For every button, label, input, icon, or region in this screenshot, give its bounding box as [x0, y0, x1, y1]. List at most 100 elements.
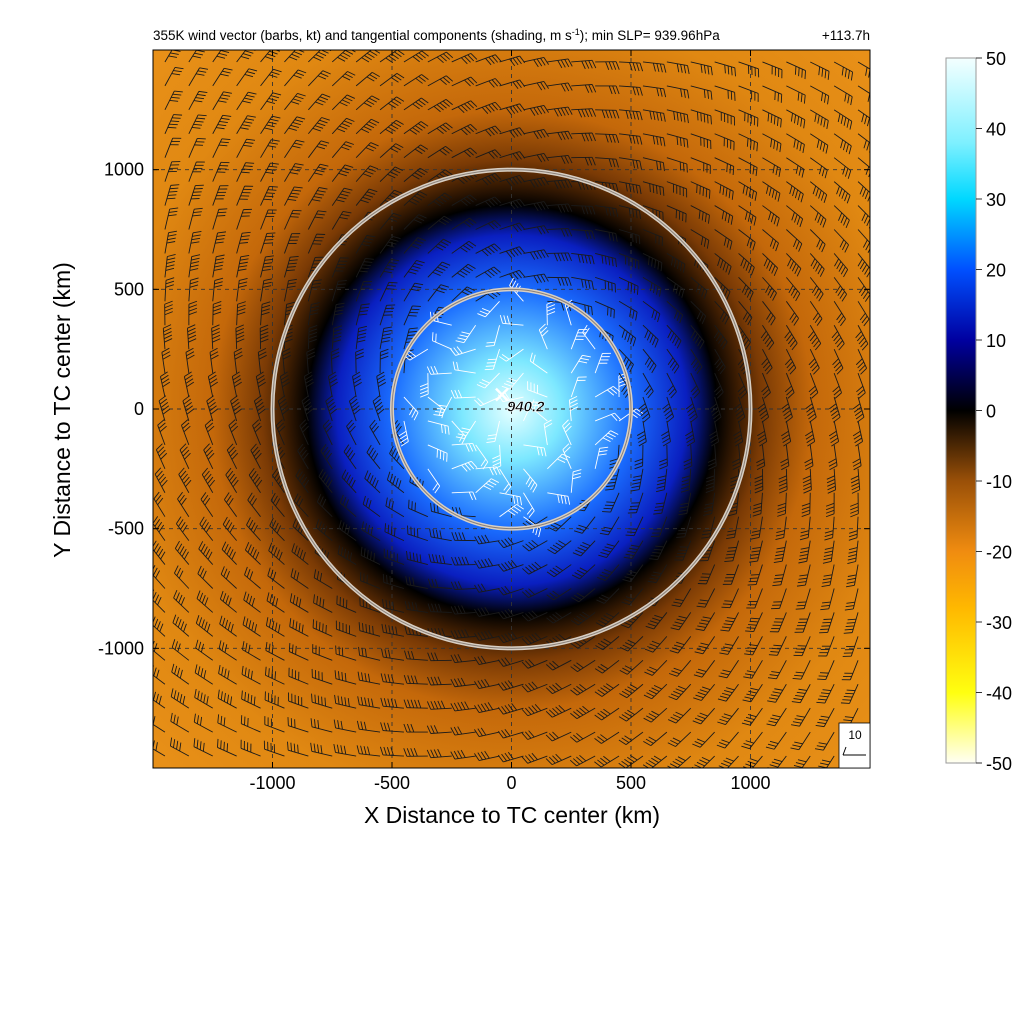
barb-feather — [533, 131, 539, 140]
barb-feather — [191, 127, 201, 129]
barb-feather — [203, 522, 209, 530]
barb-feather — [268, 121, 277, 125]
barb-feather — [534, 632, 542, 640]
barb-feather — [522, 545, 530, 552]
wind-barb — [455, 324, 477, 344]
barb-feather — [292, 122, 302, 126]
barb-feather — [560, 252, 565, 262]
barb-feather — [260, 335, 269, 340]
barb-feather — [207, 398, 215, 405]
wind-barb — [212, 114, 232, 134]
wind-barb — [521, 752, 548, 764]
barb-feather — [270, 569, 274, 579]
wind-barb — [523, 81, 549, 91]
barb-feather — [216, 254, 225, 258]
barb-feather — [430, 652, 435, 661]
wind-barb — [240, 715, 261, 733]
barb-feather — [477, 608, 483, 616]
barb-feather — [268, 542, 273, 551]
barb-feather — [150, 714, 152, 722]
wind-barb — [291, 543, 309, 565]
barb-feather — [494, 196, 502, 204]
title-after: ); min SLP= 939.96hPa — [580, 28, 720, 43]
wind-barb — [379, 281, 398, 302]
barb-feather — [318, 187, 328, 190]
wind-barb — [243, 591, 261, 613]
wind-barb — [376, 371, 387, 398]
wind-barb — [307, 210, 327, 230]
barb-feather — [236, 311, 246, 316]
barb-feather — [287, 266, 296, 268]
wind-barb — [475, 243, 501, 257]
chart-title: 355K wind vector (barbs, kt) and tangent… — [153, 27, 720, 43]
barb-feather — [251, 622, 255, 631]
barb-feather — [477, 584, 483, 592]
barb-shaft — [153, 649, 166, 661]
barb-feather — [441, 628, 446, 637]
barb-feather — [190, 277, 199, 281]
barb-feather — [229, 422, 237, 429]
barb-feather — [457, 702, 463, 711]
barb-feather — [317, 166, 327, 170]
barb-feather — [533, 251, 539, 260]
barb-feather — [281, 405, 289, 412]
barb-feather — [200, 44, 208, 46]
wind-barb — [474, 558, 500, 569]
wind-barb — [523, 201, 549, 212]
barb-feather — [463, 127, 471, 134]
barb-feather — [387, 649, 391, 659]
barb-feather — [519, 175, 526, 183]
barb-feather — [308, 328, 318, 333]
barb-feather — [435, 245, 444, 251]
barb-feather — [410, 245, 419, 249]
wind-barb — [188, 161, 205, 182]
barb-feather — [474, 536, 480, 545]
barb-feather — [414, 282, 424, 286]
barb-feather — [208, 371, 216, 377]
wind-barb — [219, 590, 237, 613]
barb-feather — [313, 743, 316, 753]
barb-feather — [512, 81, 519, 90]
barb-feather — [438, 404, 447, 407]
barb-feather — [286, 305, 295, 309]
barb-feather — [236, 334, 245, 340]
wind-barb — [164, 90, 183, 111]
barb-feather — [180, 470, 187, 478]
barb-feather — [275, 598, 279, 607]
barb-feather — [385, 599, 388, 609]
barb-feather — [560, 180, 566, 189]
barb-feather — [223, 568, 228, 577]
barb-feather — [299, 549, 304, 559]
wind-barb — [451, 76, 478, 87]
barb-feather — [287, 282, 297, 285]
barb-feather — [509, 202, 516, 210]
barb-feather — [319, 119, 328, 124]
wind-barb — [257, 347, 267, 374]
wind-barb — [268, 542, 285, 565]
barb-feather — [434, 269, 444, 274]
wind-barb — [427, 75, 454, 87]
barb-feather — [299, 446, 306, 455]
barb-feather — [223, 693, 226, 702]
barb-feather — [487, 293, 495, 300]
wind-barb — [260, 115, 281, 135]
barb-shaft — [376, 376, 381, 398]
barb-feather — [506, 315, 510, 325]
wind-barb — [198, 541, 214, 565]
barb-feather — [242, 231, 251, 234]
wind-barb — [497, 537, 524, 549]
barb-feather — [463, 198, 471, 205]
barb-feather — [443, 238, 452, 244]
barb-feather — [488, 104, 495, 112]
barb-feather — [367, 697, 371, 707]
wind-barb — [270, 492, 285, 517]
barb-feather — [491, 103, 498, 111]
barb-feather — [485, 345, 495, 347]
wind-barb — [307, 233, 326, 254]
wind-barb — [355, 50, 381, 63]
barb-feather — [462, 268, 471, 274]
wind-barb — [178, 467, 192, 493]
barb-feather — [202, 494, 209, 503]
barb-feather — [374, 479, 379, 489]
barb-feather — [333, 743, 336, 753]
